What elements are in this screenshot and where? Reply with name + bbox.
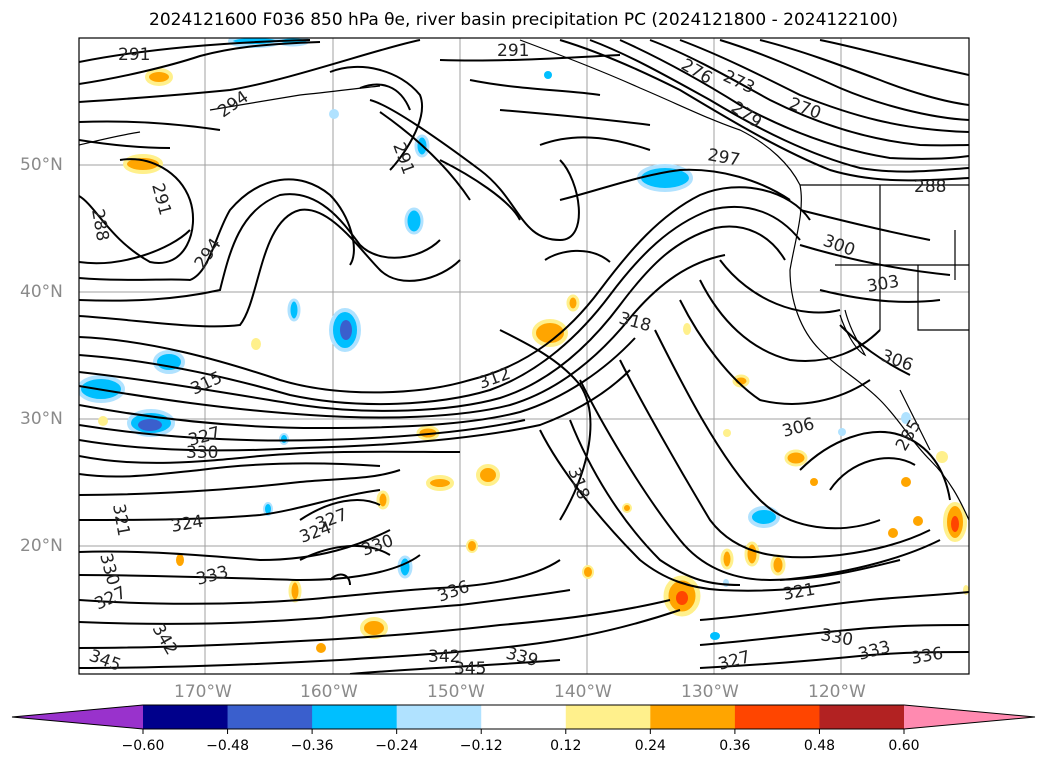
lon-label-160w: 160°W xyxy=(300,682,358,702)
lat-label-50n: 50°N xyxy=(20,155,63,175)
colorbar-cell xyxy=(734,705,820,729)
lon-label-120w: 120°W xyxy=(808,682,866,702)
colorbar-tick-label: −0.12 xyxy=(459,738,503,754)
lon-label-150w: 150°W xyxy=(427,682,485,702)
colorbar-cell xyxy=(143,705,229,729)
colorbar-under-arrow xyxy=(12,705,143,729)
colorbar-tick-label: 0.36 xyxy=(719,738,751,754)
lon-label-130w: 130°W xyxy=(681,682,739,702)
contour-label: 288 xyxy=(914,177,946,197)
contour-label: 291 xyxy=(497,41,529,61)
colorbar-tick-label: 0.60 xyxy=(888,738,920,754)
colorbar-cell xyxy=(396,705,482,729)
coastlines xyxy=(79,39,969,521)
map-frame xyxy=(78,37,970,675)
map-title: 2024121600 F036 850 hPa θe, river basin … xyxy=(149,10,898,30)
colorbar-tick-label: −0.60 xyxy=(121,738,165,754)
lon-label-140w: 140°W xyxy=(554,682,612,702)
colorbar-tick-label: −0.24 xyxy=(375,738,419,754)
colorbar-tick-label: 0.24 xyxy=(634,738,666,754)
colorbar-tick-label: 0.12 xyxy=(550,738,582,754)
colorbar xyxy=(11,704,1036,734)
colorbar-tick-label: −0.36 xyxy=(290,738,334,754)
colorbar-cell xyxy=(819,705,905,729)
lat-label-20n: 20°N xyxy=(20,536,63,556)
lon-label-170w: 170°W xyxy=(174,682,232,702)
contour-label: 330 xyxy=(186,443,218,463)
colorbar-tick-label: −0.48 xyxy=(206,738,249,754)
colorbar-cell xyxy=(312,705,398,729)
contour-label: 342 xyxy=(428,647,460,667)
contour-label: 291 xyxy=(118,45,150,65)
colorbar-cell xyxy=(565,705,651,729)
theta-e-contours xyxy=(79,39,969,674)
colorbar-over-arrow xyxy=(904,705,1035,729)
colorbar-cell xyxy=(650,705,736,729)
map-background xyxy=(79,38,969,674)
lat-label-40n: 40°N xyxy=(20,282,63,302)
contour-labels: 291 291 294 291 291 288 294 276 273 279 … xyxy=(86,41,946,679)
colorbar-cell xyxy=(481,705,567,729)
lat-label-30n: 30°N xyxy=(20,409,63,429)
colorbar-tick-label: 0.48 xyxy=(803,738,836,754)
colorbar-cell xyxy=(227,705,313,729)
contour-label: 345 xyxy=(454,659,486,679)
